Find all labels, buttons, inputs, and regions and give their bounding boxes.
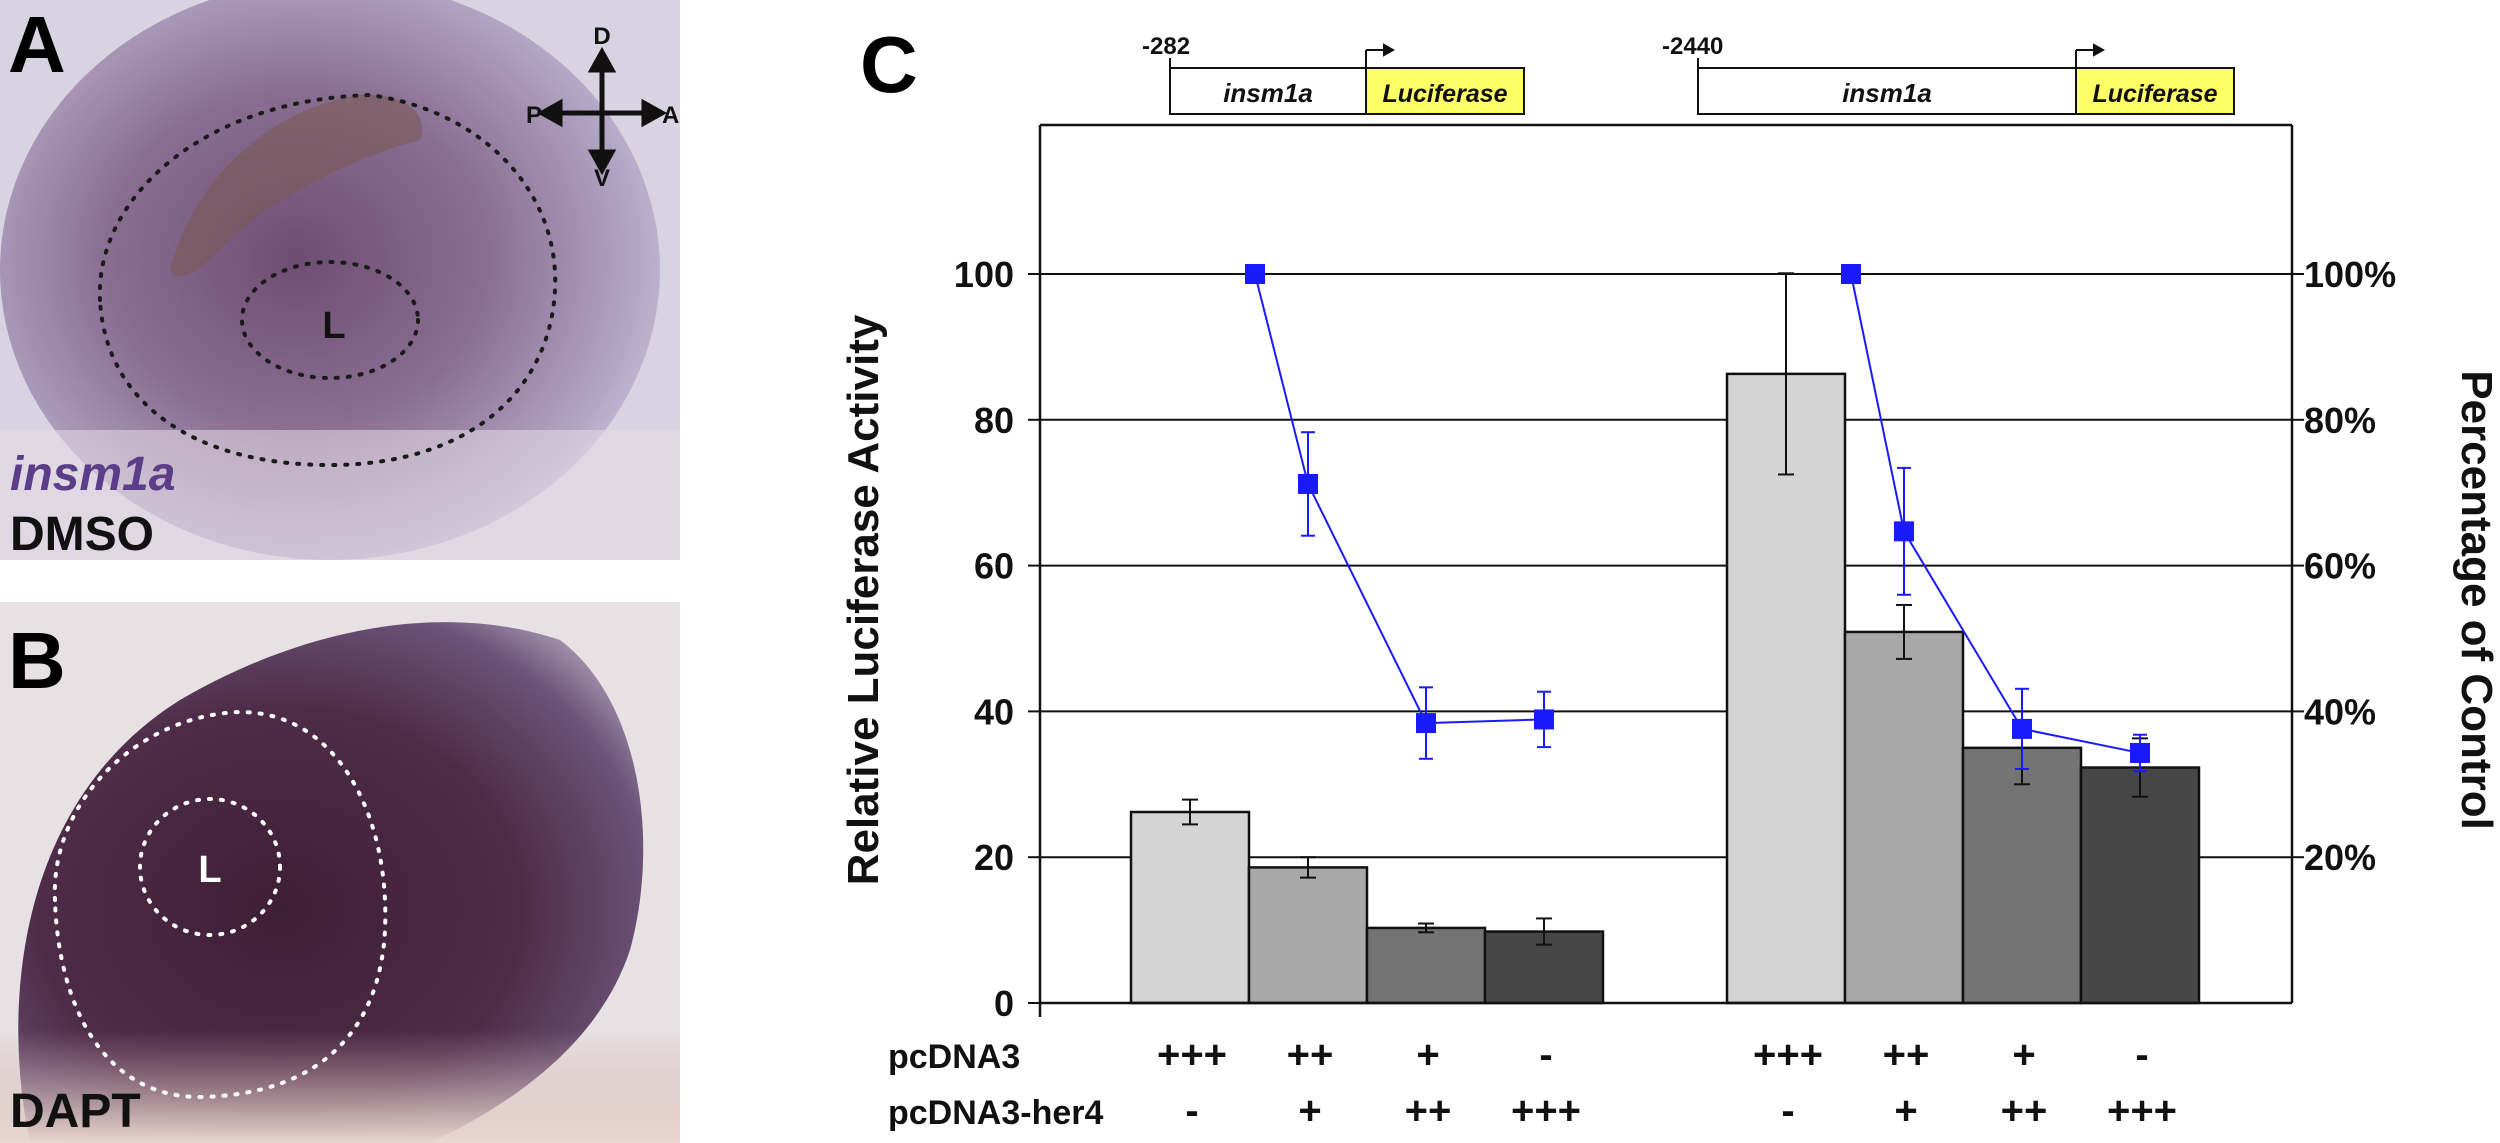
- percent-marker: [1416, 713, 1436, 734]
- treatment-values: +++ ++ + - +++ ++ + -- + ++ +++ - + ++ +++: [1157, 1033, 2177, 1133]
- pcdna3-value: -: [1539, 1033, 1552, 1077]
- compass-dorsal: D: [593, 23, 610, 50]
- her4-value: +: [1298, 1089, 1321, 1133]
- percent-marker: [1534, 709, 1554, 730]
- panel-a-letter: A: [8, 0, 66, 89]
- y-axis-title: Relative Luciferase Activity: [839, 314, 888, 885]
- construct-2440-position: -2440: [1662, 33, 1723, 60]
- pcdna3-row-label: pcDNA3: [888, 1038, 1020, 1076]
- panel-a-photo: L D V P A A insm1a DMSO: [0, 0, 680, 561]
- panel-b-photo: L B DAPT: [0, 602, 680, 1143]
- construct-2440-reporter: Luciferase: [2092, 80, 2217, 108]
- lens-outline: [240, 260, 420, 380]
- panel-a-lens-label: L: [322, 305, 345, 347]
- panel-b-treatment-label: DAPT: [10, 1085, 141, 1138]
- percent-line: [1254, 273, 1545, 725]
- panel-a-treatment-label: DMSO: [10, 508, 154, 561]
- percent-marker: [1298, 473, 1318, 494]
- her4-value: +++: [1511, 1089, 1581, 1133]
- construct-2440-gene: insm1a: [1842, 78, 1932, 108]
- percent-line: [1850, 273, 2141, 754]
- panel-b-lens-label: L: [198, 849, 221, 891]
- bar: [1843, 630, 1965, 1005]
- axis-layer: [1028, 123, 2304, 1017]
- panel-b-letter: B: [8, 616, 66, 705]
- y-tick-label: 20: [974, 837, 1014, 878]
- y2-tick-label: 100%: [2304, 254, 2396, 295]
- pcdna3-value: +: [1416, 1033, 1439, 1077]
- bar: [2079, 766, 2201, 1005]
- her4-value: -: [1185, 1089, 1198, 1133]
- pigment-region: [170, 94, 422, 277]
- bar: [1247, 866, 1369, 1005]
- construct-282-reporter: Luciferase: [1382, 80, 1507, 108]
- her4-row-label: pcDNA3-her4: [888, 1094, 1103, 1132]
- construct-2440: -2440 insm1a Luciferase: [1662, 33, 2235, 115]
- her4-value: +: [1894, 1089, 1917, 1133]
- y-tick-label: 40: [974, 691, 1014, 732]
- pcdna3-value: +++: [1157, 1033, 1227, 1077]
- y2-axis-title: Percentage of Control: [2452, 370, 2500, 830]
- pcdna3-value: +++: [1753, 1033, 1823, 1077]
- panel-a-gene-label: insm1a: [10, 448, 175, 501]
- y2-tick-label: 80%: [2304, 400, 2376, 441]
- y-tick-label: 60: [974, 546, 1014, 587]
- bar-layer: [1129, 272, 2201, 1005]
- panel-c-letter: C: [860, 20, 918, 109]
- pcdna3-value: ++: [1883, 1033, 1930, 1077]
- percent-marker: [2130, 742, 2150, 763]
- compass-anterior: A: [662, 102, 679, 129]
- percent-marker: [2012, 718, 2032, 739]
- line-layer: [1245, 264, 2150, 773]
- tss-arrow-2440: [2075, 43, 2106, 68]
- her4-value: +++: [2107, 1089, 2177, 1133]
- her4-value: ++: [1405, 1089, 1452, 1133]
- percent-marker: [1894, 521, 1914, 542]
- percent-marker: [1841, 264, 1861, 284]
- pcdna3-value: +: [2012, 1033, 2035, 1077]
- lens-outline-b: [138, 797, 282, 937]
- construct-282-gene: insm1a: [1223, 78, 1313, 108]
- y-tick-label: 100: [954, 254, 1014, 295]
- percent-marker: [1245, 264, 1265, 284]
- y2-tick-label: 20%: [2304, 837, 2376, 878]
- retina-outline-b: [52, 709, 388, 1100]
- bar: [1961, 746, 2083, 1005]
- bar: [1725, 372, 1847, 1005]
- construct-282-reporter-box: [1365, 67, 1525, 115]
- compass-posterior: P: [526, 102, 542, 129]
- construct-282: -282 insm1a Luciferase: [1142, 33, 1525, 115]
- pcdna3-value: -: [2135, 1033, 2148, 1077]
- retina-outline: [97, 92, 558, 468]
- her4-value: ++: [2001, 1089, 2048, 1133]
- y2-tick-label: 40%: [2304, 691, 2376, 732]
- bar: [1129, 810, 1251, 1005]
- compass-ventral: V: [594, 165, 610, 192]
- tss-arrow-282: [1365, 43, 1396, 68]
- y2-tick-label: 60%: [2304, 546, 2376, 587]
- her4-value: -: [1781, 1089, 1794, 1133]
- pcdna3-value: ++: [1287, 1033, 1334, 1077]
- orientation-compass: [536, 46, 668, 176]
- construct-2440-reporter-box: [2075, 67, 2235, 115]
- tick-label-layer: 0 20 40 60 80 100 20% 40% 60% 80% 100%: [954, 254, 2396, 1024]
- y-tick-label: 0: [994, 983, 1014, 1024]
- bar: [1365, 926, 1487, 1005]
- construct-282-position: -282: [1142, 33, 1190, 60]
- y-tick-label: 80: [974, 400, 1014, 441]
- panel-c: C -282 insm1a Luciferase -2440 insm1a Lu…: [839, 20, 2500, 1133]
